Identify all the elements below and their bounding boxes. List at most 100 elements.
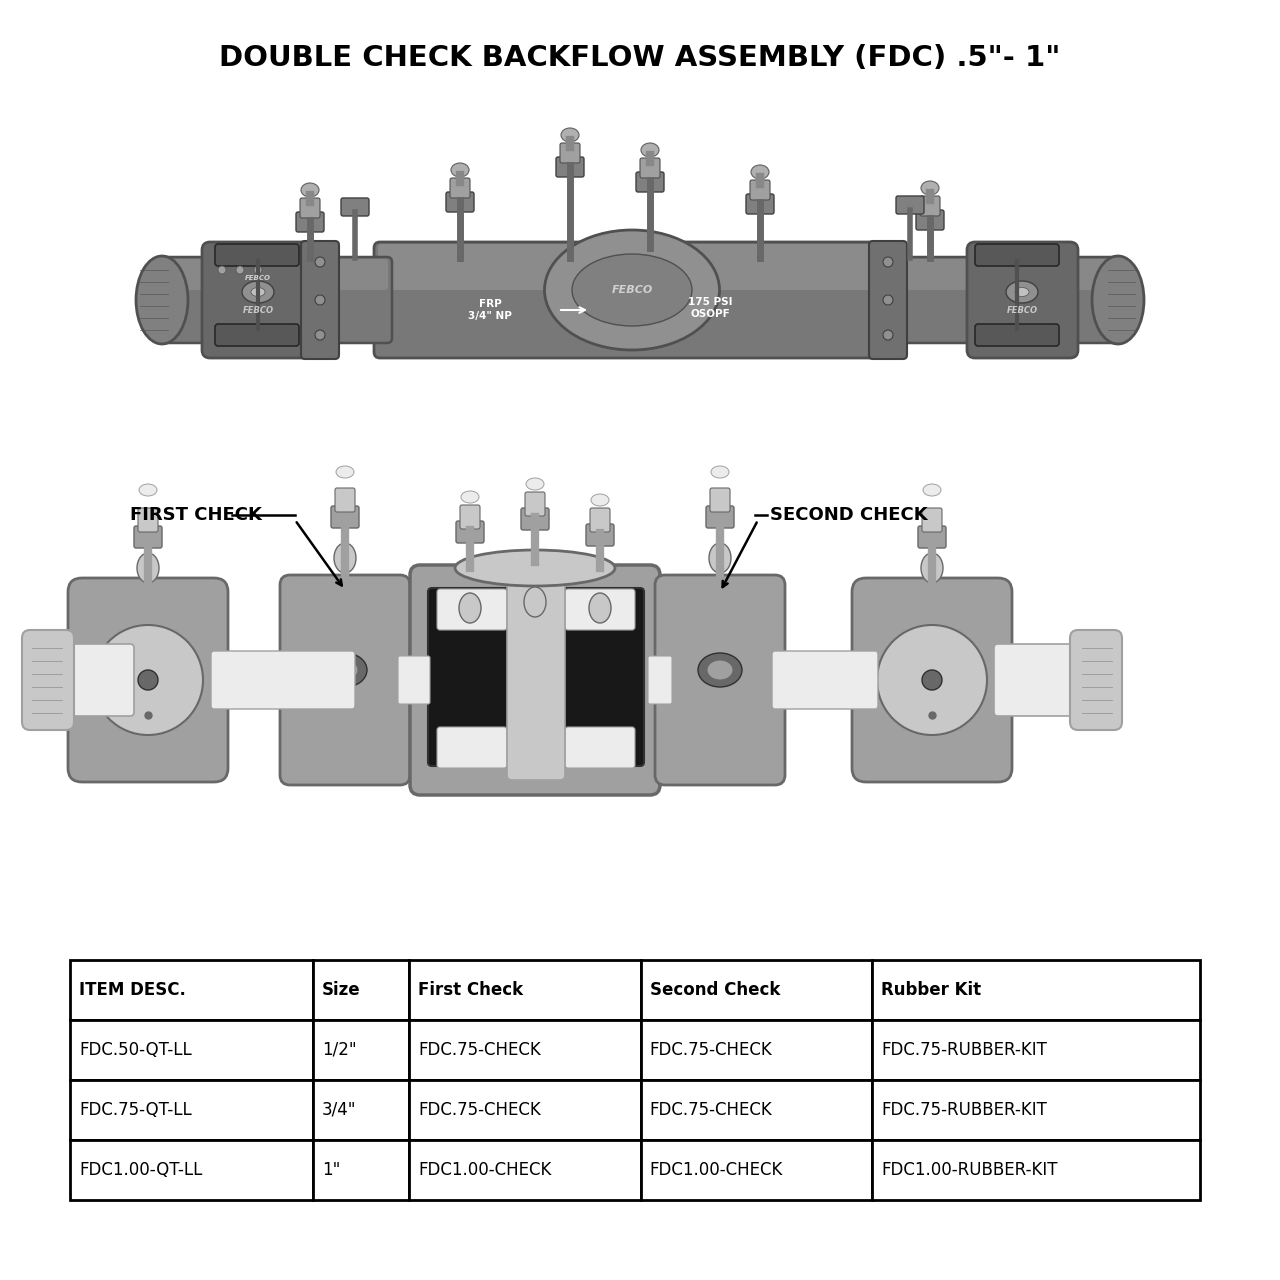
- Bar: [641, 1080, 872, 1140]
- FancyBboxPatch shape: [852, 579, 1012, 782]
- FancyBboxPatch shape: [710, 488, 730, 512]
- Ellipse shape: [526, 477, 544, 490]
- Text: DOUBLE CHECK BACKFLOW ASSEMBLY (FDC) .5"- 1": DOUBLE CHECK BACKFLOW ASSEMBLY (FDC) .5"…: [219, 44, 1061, 72]
- Text: Size: Size: [323, 980, 361, 998]
- Text: FDC.75-RUBBER-KIT: FDC.75-RUBBER-KIT: [882, 1101, 1047, 1119]
- FancyBboxPatch shape: [636, 172, 664, 192]
- FancyBboxPatch shape: [975, 244, 1059, 266]
- Text: FRP
3/4" NP: FRP 3/4" NP: [468, 300, 512, 321]
- Ellipse shape: [334, 543, 356, 573]
- FancyBboxPatch shape: [507, 580, 564, 780]
- Circle shape: [236, 266, 244, 274]
- FancyBboxPatch shape: [280, 575, 410, 785]
- Ellipse shape: [1092, 256, 1144, 344]
- Circle shape: [93, 625, 204, 735]
- Ellipse shape: [751, 165, 769, 179]
- Ellipse shape: [710, 466, 730, 477]
- FancyBboxPatch shape: [590, 508, 611, 532]
- Text: FDC1.00-CHECK: FDC1.00-CHECK: [419, 1161, 552, 1179]
- Ellipse shape: [461, 492, 479, 503]
- FancyBboxPatch shape: [68, 579, 228, 782]
- FancyBboxPatch shape: [966, 242, 1078, 358]
- Text: FDC1.00-CHECK: FDC1.00-CHECK: [650, 1161, 783, 1179]
- FancyBboxPatch shape: [398, 657, 430, 704]
- Ellipse shape: [251, 288, 265, 297]
- Ellipse shape: [460, 593, 481, 623]
- Bar: [70, 1020, 312, 1080]
- FancyBboxPatch shape: [648, 657, 672, 704]
- Circle shape: [315, 294, 325, 305]
- FancyBboxPatch shape: [564, 589, 635, 630]
- FancyBboxPatch shape: [22, 630, 74, 730]
- Text: 1": 1": [323, 1161, 340, 1179]
- Bar: [410, 1080, 641, 1140]
- FancyBboxPatch shape: [211, 652, 355, 709]
- FancyBboxPatch shape: [456, 521, 484, 543]
- Ellipse shape: [922, 180, 940, 195]
- Ellipse shape: [335, 466, 355, 477]
- FancyBboxPatch shape: [707, 506, 733, 529]
- FancyBboxPatch shape: [335, 488, 355, 512]
- Ellipse shape: [589, 593, 611, 623]
- FancyBboxPatch shape: [374, 242, 886, 358]
- Bar: [70, 1140, 312, 1201]
- Text: FIRST CHECK: FIRST CHECK: [131, 506, 262, 524]
- Text: SECOND CHECK: SECOND CHECK: [771, 506, 928, 524]
- Ellipse shape: [137, 553, 159, 582]
- Text: FDC.75-CHECK: FDC.75-CHECK: [419, 1101, 540, 1119]
- FancyBboxPatch shape: [975, 324, 1059, 346]
- FancyBboxPatch shape: [586, 524, 614, 547]
- FancyBboxPatch shape: [296, 212, 324, 232]
- FancyBboxPatch shape: [772, 652, 878, 709]
- FancyBboxPatch shape: [750, 180, 771, 200]
- Circle shape: [883, 257, 893, 268]
- Bar: [872, 1140, 1201, 1201]
- Text: Second Check: Second Check: [650, 980, 780, 998]
- FancyBboxPatch shape: [916, 210, 945, 230]
- FancyBboxPatch shape: [451, 178, 470, 198]
- FancyBboxPatch shape: [892, 259, 1116, 291]
- Text: FDC.75-CHECK: FDC.75-CHECK: [650, 1101, 772, 1119]
- FancyBboxPatch shape: [332, 506, 358, 529]
- Circle shape: [883, 330, 893, 340]
- Bar: [312, 1140, 410, 1201]
- FancyBboxPatch shape: [138, 508, 157, 532]
- FancyBboxPatch shape: [378, 244, 882, 291]
- Text: FDC1.00-RUBBER-KIT: FDC1.00-RUBBER-KIT: [882, 1161, 1057, 1179]
- Bar: [312, 1020, 410, 1080]
- FancyBboxPatch shape: [1070, 630, 1123, 730]
- FancyBboxPatch shape: [215, 244, 300, 266]
- FancyBboxPatch shape: [202, 242, 314, 358]
- Ellipse shape: [591, 494, 609, 506]
- Circle shape: [883, 294, 893, 305]
- Text: FDC.75-RUBBER-KIT: FDC.75-RUBBER-KIT: [882, 1041, 1047, 1059]
- FancyBboxPatch shape: [564, 727, 635, 768]
- Bar: [872, 1020, 1201, 1080]
- Bar: [410, 1020, 641, 1080]
- Text: FEBCO: FEBCO: [612, 285, 653, 294]
- FancyBboxPatch shape: [164, 259, 388, 291]
- Text: FEBCO: FEBCO: [1006, 306, 1038, 315]
- Circle shape: [315, 330, 325, 340]
- Bar: [410, 960, 641, 1020]
- FancyBboxPatch shape: [995, 644, 1082, 716]
- FancyBboxPatch shape: [869, 241, 908, 358]
- Ellipse shape: [641, 143, 659, 157]
- FancyBboxPatch shape: [655, 575, 785, 785]
- Text: 1/2": 1/2": [323, 1041, 357, 1059]
- FancyBboxPatch shape: [436, 727, 507, 768]
- Ellipse shape: [544, 230, 719, 349]
- Ellipse shape: [561, 128, 579, 142]
- Bar: [70, 1080, 312, 1140]
- FancyBboxPatch shape: [301, 241, 339, 358]
- FancyBboxPatch shape: [46, 644, 134, 716]
- FancyBboxPatch shape: [134, 526, 163, 548]
- Ellipse shape: [301, 183, 319, 197]
- Ellipse shape: [136, 256, 188, 344]
- Text: FDC1.00-QT-LL: FDC1.00-QT-LL: [79, 1161, 202, 1179]
- Bar: [70, 960, 312, 1020]
- Bar: [872, 1080, 1201, 1140]
- Ellipse shape: [698, 653, 742, 687]
- Text: FEBCO: FEBCO: [244, 275, 271, 282]
- Ellipse shape: [451, 163, 468, 177]
